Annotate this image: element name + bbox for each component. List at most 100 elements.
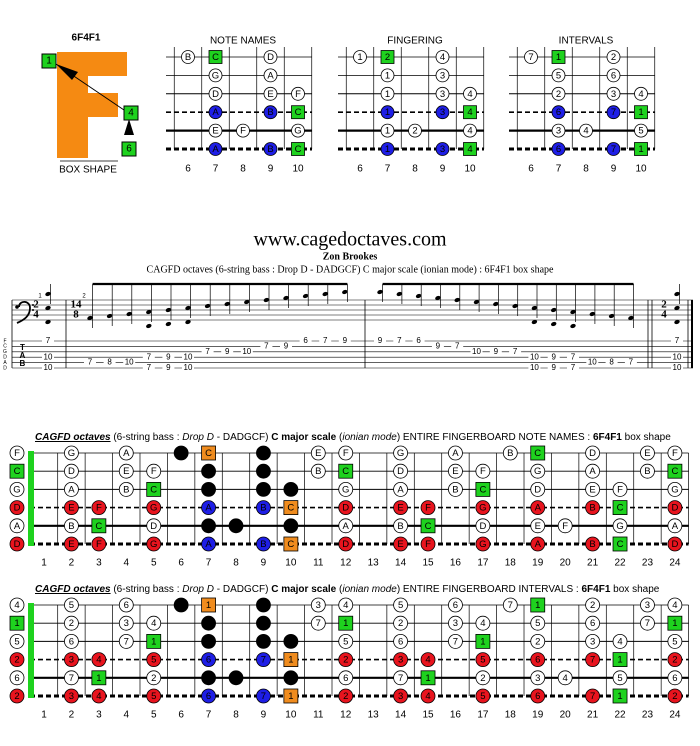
title-part: C major scale [271,432,336,443]
note-label: 1 [151,636,156,647]
notehead [570,323,576,329]
fret-number: 14 [395,710,407,721]
note-label: D [212,89,219,100]
note-label: 4 [672,600,677,611]
note-label: 5 [14,636,19,647]
note-label: F [240,126,246,137]
note-marker [380,105,395,120]
note-marker [606,68,621,83]
note-marker [524,50,538,64]
note-marker [530,481,546,497]
note-marker [9,518,25,534]
notehead [263,297,270,303]
tab-fret: 10 [184,363,193,372]
title-part: ionian mode [342,584,397,595]
note-label: 4 [425,655,430,666]
note-label: 1 [617,691,622,702]
note-label: E [397,539,403,550]
note-label: 7 [590,691,595,702]
tab-bg [260,343,273,350]
tab-fret: 10 [44,352,53,361]
note-label: 2 [611,52,616,63]
notehead [454,297,460,303]
title-part: CAGFD octaves [35,432,111,443]
note-label: 4 [425,691,430,702]
note-marker [530,634,546,649]
fret-number: 6 [178,710,184,721]
note-label: F [672,448,678,459]
note-marker [435,50,450,64]
note-marker [91,688,107,704]
note-marker [393,500,408,516]
time-signature: 2 [661,299,667,311]
tab-fret: 9 [284,342,289,351]
note-label: B [185,52,191,63]
fret-number: 10 [292,164,304,175]
note-marker [338,597,354,613]
box-square [123,105,139,121]
tab-fret: 10 [530,352,539,361]
note-marker [448,597,463,613]
note-marker [393,634,408,649]
tab-fret: 6 [416,336,421,345]
fret-number: 13 [368,558,380,569]
tab-fret: 7 [46,336,51,345]
note-label: 4 [440,52,445,63]
note-label: F [562,521,568,532]
note-label: D [68,466,75,477]
tab-fret: 8 [609,358,614,367]
note-label: 4 [288,636,293,647]
tab-label: TAB [18,343,27,367]
note-label: E [644,448,650,459]
note-marker [475,463,491,479]
notehead [512,303,518,309]
note-marker [435,68,450,83]
note-label: G [479,539,486,550]
note-label: 2 [69,618,74,629]
tab-fret: 7 [88,358,93,367]
note-label: G [397,448,404,459]
note-marker [530,500,546,516]
note-marker [448,445,463,461]
fret-number: 10 [635,164,647,175]
title-part: - DADGCF) [214,432,271,443]
note-label: 2 [672,691,677,702]
note-marker [606,86,621,101]
notehead [493,301,499,307]
note-marker [585,597,600,613]
note-marker [256,536,271,552]
note-marker [228,670,244,686]
note-label: 2 [14,655,19,666]
time-signature: 4 [33,309,39,321]
note-marker [338,670,354,686]
note-marker [420,518,436,534]
fret-number: 21 [587,558,599,569]
tab-bg [162,354,175,361]
note-label: 1 [535,600,540,611]
fret-number: 8 [240,164,246,175]
note-marker [64,536,79,552]
note-marker [579,123,593,138]
note-label: 1 [206,600,211,611]
fret-number: 11 [313,558,324,569]
notehead [146,309,152,315]
note-label: 4 [467,144,472,155]
note-marker [256,688,271,704]
note-marker [9,688,25,704]
note-marker [338,445,354,461]
note-marker [612,481,628,497]
note-label: 4 [563,673,568,684]
tab-fret: 7 [205,347,210,356]
tab-fret: 7 [147,352,152,361]
fret-number: 16 [450,558,462,569]
note-label: 7 [453,636,458,647]
tab-bg [567,365,579,371]
note-marker [208,123,223,138]
tab-fret: 7 [675,336,680,345]
notehead [146,323,152,329]
note-label: 5 [672,636,677,647]
note-label: 2 [480,673,485,684]
note-marker [557,518,573,534]
note-marker [420,536,436,552]
